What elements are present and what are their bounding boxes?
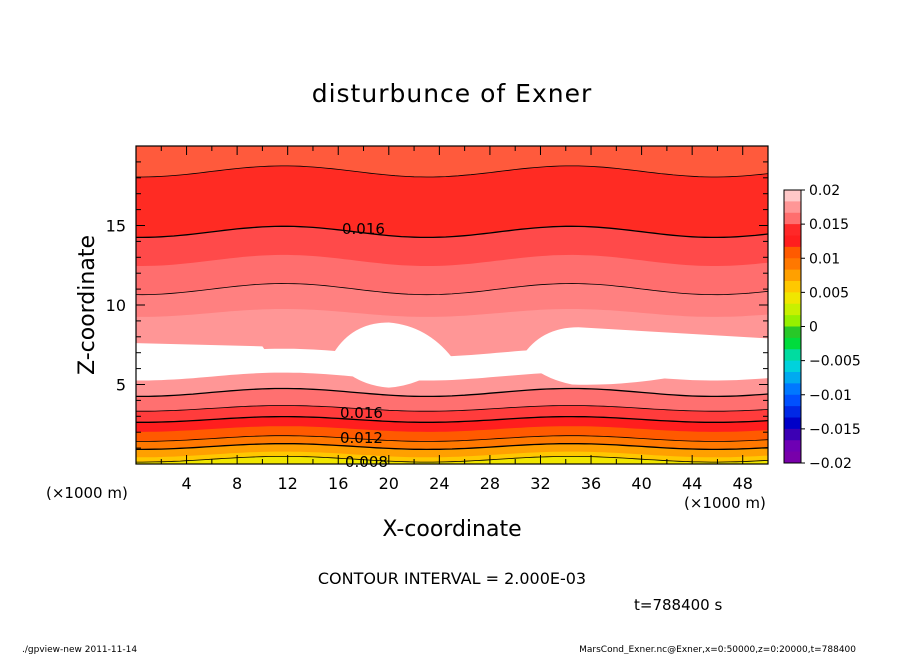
- x-tick-label: 44: [682, 474, 702, 493]
- x-tick-label: 40: [631, 474, 651, 493]
- footer-left: ./gpview-new 2011-11-14: [22, 645, 137, 654]
- colorbar-label: 0.005: [809, 285, 849, 301]
- colorbar-segment: [784, 372, 801, 384]
- x-tick-label: 4: [181, 474, 191, 493]
- x-tick-label: 20: [379, 474, 399, 493]
- y-axis-label: Z-coordinate: [75, 235, 100, 375]
- colorbar-label: −0.02: [809, 456, 852, 472]
- contour-label: 0.008: [345, 453, 388, 471]
- x-tick-label: 48: [733, 474, 753, 493]
- colorbar-segment: [784, 417, 801, 430]
- x-tick-label: 24: [429, 474, 449, 493]
- contour-label: 0.016: [340, 404, 383, 422]
- contour-line: [136, 225, 768, 239]
- colorbar-segment: [784, 269, 801, 282]
- colorbar-segment: [784, 292, 801, 305]
- colorbar-segment: [784, 190, 801, 202]
- x-tick-label: 12: [278, 474, 298, 493]
- colorbar-segment: [784, 440, 801, 453]
- x-tick-label: 32: [530, 474, 550, 493]
- x-tick-label: 16: [328, 474, 348, 493]
- contour-line: [136, 387, 768, 398]
- y-tick-label: 5: [116, 376, 126, 395]
- colorbar-label: 0.02: [809, 183, 840, 199]
- colorbar-label: −0.005: [809, 354, 861, 370]
- x-tick-label: 36: [581, 474, 601, 493]
- y-tick-label: 10: [106, 296, 126, 315]
- x-tick-label: 8: [232, 474, 242, 493]
- contour-line: [136, 435, 768, 442]
- x-unit-label: (×1000 m): [684, 494, 766, 512]
- colorbar-segment: [784, 360, 801, 373]
- contour-label: 0.012: [340, 429, 383, 447]
- contour-label: 0.016: [342, 220, 385, 238]
- colorbar-segment: [784, 326, 801, 339]
- contour-line: [136, 415, 768, 423]
- low-value-region: [331, 322, 452, 388]
- colorbar-segment: [784, 337, 801, 350]
- chart-title: disturbunce of Exner: [312, 79, 593, 108]
- colorbar: [783, 189, 802, 464]
- colorbar-segment: [784, 303, 801, 316]
- colorbar-label: 0.015: [809, 217, 849, 233]
- colorbar-segment: [784, 315, 801, 327]
- plot-area: [136, 146, 768, 464]
- colorbar-segment: [784, 201, 801, 214]
- contour-interval-text: CONTOUR INTERVAL = 2.000E-03: [318, 569, 586, 588]
- colorbar-segment: [784, 235, 801, 248]
- colorbar-label: 0.01: [809, 251, 840, 267]
- contour-line: [136, 442, 768, 451]
- low-value-region: [136, 343, 267, 380]
- contour-line: [136, 456, 768, 463]
- field-band: [136, 456, 768, 464]
- colorbar-label: −0.015: [809, 422, 861, 438]
- colorbar-segment: [784, 212, 801, 225]
- contour-line: [136, 165, 768, 178]
- colorbar-segment: [784, 246, 801, 259]
- colorbar-segment: [784, 451, 801, 464]
- colorbar-segment: [784, 281, 801, 293]
- colorbar-segment: [784, 428, 801, 441]
- colorbar-segment: [784, 383, 801, 396]
- colorbar-segment: [784, 224, 801, 236]
- contour-line: [136, 283, 768, 296]
- colorbar-segment: [784, 349, 801, 362]
- contour-line: [136, 405, 768, 412]
- colorbar-segment: [784, 394, 801, 407]
- colorbar-label: −0.01: [809, 388, 852, 404]
- y-unit-label: (×1000 m): [46, 484, 128, 502]
- colorbar-label: 0: [809, 320, 818, 336]
- footer-right: MarsCond_Exner.nc@Exner,x=0:50000,z=0:20…: [579, 645, 856, 654]
- time-text: t=788400 s: [634, 596, 722, 614]
- colorbar-segment: [784, 258, 801, 271]
- y-tick-label: 15: [106, 217, 126, 236]
- x-tick-label: 28: [480, 474, 500, 493]
- x-axis-label: X-coordinate: [382, 517, 521, 542]
- colorbar-segment: [784, 406, 801, 418]
- low-value-region: [521, 327, 768, 385]
